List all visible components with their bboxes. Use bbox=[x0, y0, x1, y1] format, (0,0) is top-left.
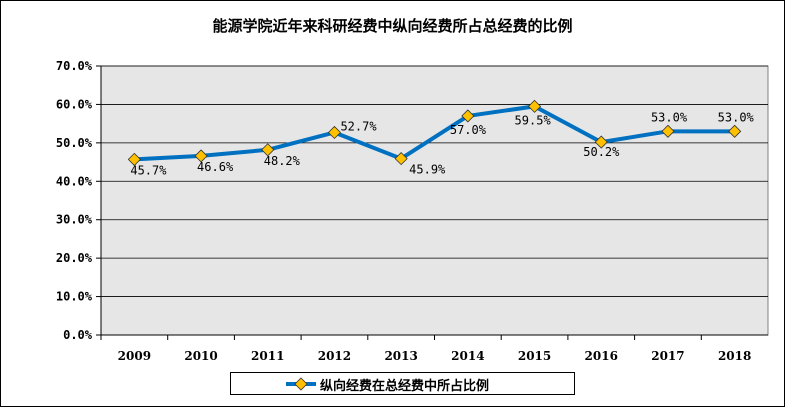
y-tick-label: 50.0% bbox=[56, 136, 93, 150]
data-label: 53.0% bbox=[718, 110, 755, 124]
y-tick-label: 40.0% bbox=[56, 174, 93, 188]
x-tick-label: 2014 bbox=[451, 349, 484, 363]
x-tick-label: 2017 bbox=[651, 349, 684, 363]
x-tick-label: 2009 bbox=[118, 349, 151, 363]
data-label: 52.7% bbox=[340, 119, 377, 133]
series-line bbox=[134, 104, 735, 162]
data-point-marker bbox=[527, 99, 542, 113]
data-label: 48.2% bbox=[264, 154, 301, 168]
data-point-marker bbox=[194, 149, 208, 163]
data-label: 45.9% bbox=[409, 163, 446, 177]
x-tick-label: 2013 bbox=[384, 349, 417, 363]
legend-swatch-icon bbox=[286, 377, 316, 391]
legend: 纵向经费在总经费中所占比例 bbox=[230, 372, 575, 395]
x-tick-label: 2012 bbox=[318, 349, 351, 363]
y-tick-label: 20.0% bbox=[56, 251, 93, 265]
y-tick-label: 0.0% bbox=[63, 328, 93, 342]
data-point-marker bbox=[661, 124, 675, 138]
data-point-marker bbox=[327, 125, 342, 140]
y-tick-label: 70.0% bbox=[56, 59, 93, 73]
data-label: 57.0% bbox=[450, 123, 487, 137]
data-label: 46.6% bbox=[197, 160, 234, 174]
y-tick-label: 60.0% bbox=[56, 97, 93, 111]
data-point-marker bbox=[394, 152, 408, 166]
x-tick-label: 2011 bbox=[251, 349, 284, 363]
data-point-marker bbox=[261, 143, 275, 157]
y-tick-label: 30.0% bbox=[56, 213, 93, 227]
data-point-marker bbox=[127, 152, 141, 166]
plot-area bbox=[100, 65, 769, 336]
x-tick-label: 2016 bbox=[585, 349, 618, 363]
x-tick-label: 2010 bbox=[184, 349, 217, 363]
legend-label: 纵向经费在总经费中所占比例 bbox=[320, 379, 490, 394]
data-label: 45.7% bbox=[130, 163, 167, 177]
data-point-marker bbox=[728, 124, 742, 138]
data-label: 50.2% bbox=[583, 145, 620, 159]
chart-title: 能源学院近年来科研经费中纵向经费所占总经费的比例 bbox=[212, 17, 573, 35]
data-point-marker bbox=[461, 109, 475, 123]
data-label: 53.0% bbox=[651, 110, 688, 124]
data-label: 59.5% bbox=[515, 113, 552, 127]
y-tick-label: 10.0% bbox=[56, 290, 93, 304]
data-point-marker bbox=[594, 135, 608, 149]
x-tick-label: 2015 bbox=[518, 349, 551, 363]
x-tick-label: 2018 bbox=[718, 349, 751, 363]
